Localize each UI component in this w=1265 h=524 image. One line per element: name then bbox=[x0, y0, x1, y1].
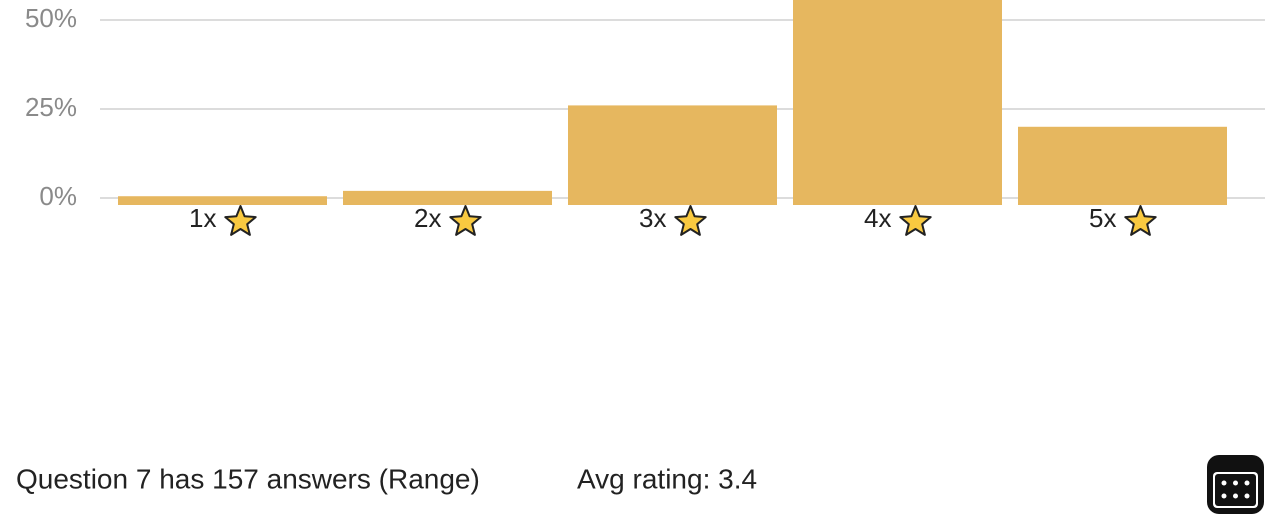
bar bbox=[343, 190, 552, 205]
x-tick-label: 4x bbox=[864, 203, 891, 233]
question-summary: Question 7 has 157 answers (Range) bbox=[16, 463, 480, 494]
y-tick-label: 0% bbox=[39, 181, 77, 211]
average-rating: Avg rating: 3.4 bbox=[577, 463, 757, 494]
x-tick-label: 2x bbox=[414, 203, 441, 233]
calendar-button[interactable] bbox=[1207, 455, 1264, 514]
x-tick-label: 5x bbox=[1089, 203, 1116, 233]
y-tick-label: 25% bbox=[25, 92, 77, 122]
star-icon bbox=[899, 205, 932, 236]
bar bbox=[118, 196, 327, 205]
categories: 1x 2x 3x 4x 5x bbox=[189, 203, 1157, 236]
x-tick-label: 3x bbox=[639, 203, 666, 233]
y-tick-label: 50% bbox=[25, 3, 77, 33]
star-icon bbox=[224, 205, 257, 236]
bar bbox=[568, 105, 777, 205]
bar bbox=[793, 0, 1002, 206]
bars bbox=[118, 0, 1227, 206]
star-icon bbox=[449, 205, 482, 236]
star-icon bbox=[1124, 205, 1157, 236]
bar bbox=[1018, 126, 1227, 205]
star-icon bbox=[674, 205, 707, 236]
x-tick-label: 1x bbox=[189, 203, 216, 233]
